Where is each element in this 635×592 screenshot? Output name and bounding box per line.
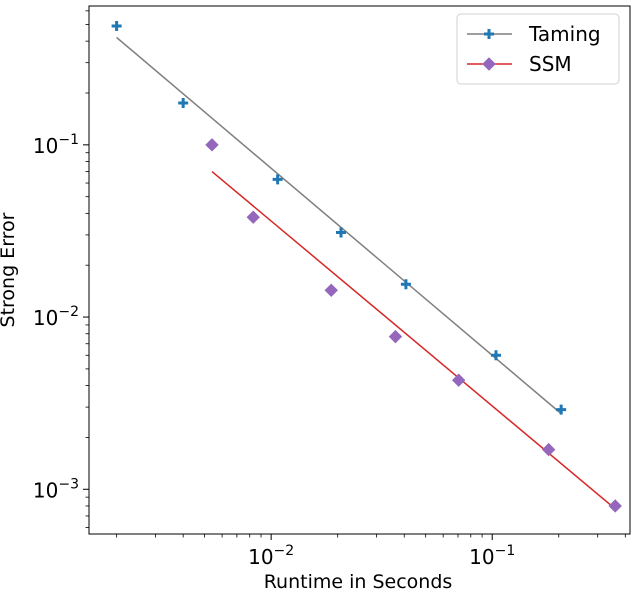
x-tick-label: 10−1 — [469, 543, 515, 569]
legend-label-ssm: SSM — [529, 52, 572, 76]
y-axis-label: Strong Error — [0, 212, 19, 327]
data-point-taming — [490, 350, 501, 361]
plot-frame — [88, 5, 631, 535]
y-tick-label: 10−3 — [33, 476, 79, 502]
data-point-taming — [556, 404, 567, 415]
legend-item-taming: Taming — [467, 22, 601, 46]
data-point-taming — [178, 97, 189, 108]
legend-box — [456, 13, 620, 85]
ticks-layer: 10−2 10−1 10−3 10−2 10−1 — [33, 10, 626, 569]
x-axis-label: Runtime in Seconds — [264, 571, 453, 592]
fit-line-taming — [116, 36, 562, 415]
fit-line-ssm — [211, 170, 616, 510]
data-point-taming — [335, 227, 346, 238]
legend: Taming SSM — [456, 13, 620, 85]
x-tick-label: 10−2 — [248, 543, 294, 569]
data-point-taming — [400, 279, 411, 290]
data-point-ssm — [541, 442, 556, 457]
data-point-ssm — [205, 138, 219, 152]
y-tick-label: 10−1 — [33, 132, 79, 158]
y-tick-label: 10−2 — [33, 304, 79, 330]
data-point-ssm — [451, 373, 466, 387]
fit-lines-layer — [116, 36, 616, 510]
data-point-taming — [111, 20, 122, 31]
legend-marker-ssm — [482, 57, 496, 71]
data-point-ssm — [246, 210, 260, 224]
data-point-taming — [272, 174, 283, 185]
legend-marker-taming — [484, 29, 494, 39]
points-layer — [111, 20, 622, 513]
data-point-ssm — [608, 499, 622, 513]
data-point-ssm — [324, 283, 338, 298]
data-point-ssm — [388, 329, 403, 344]
legend-item-ssm: SSM — [467, 52, 572, 76]
legend-label-taming: Taming — [528, 22, 601, 46]
